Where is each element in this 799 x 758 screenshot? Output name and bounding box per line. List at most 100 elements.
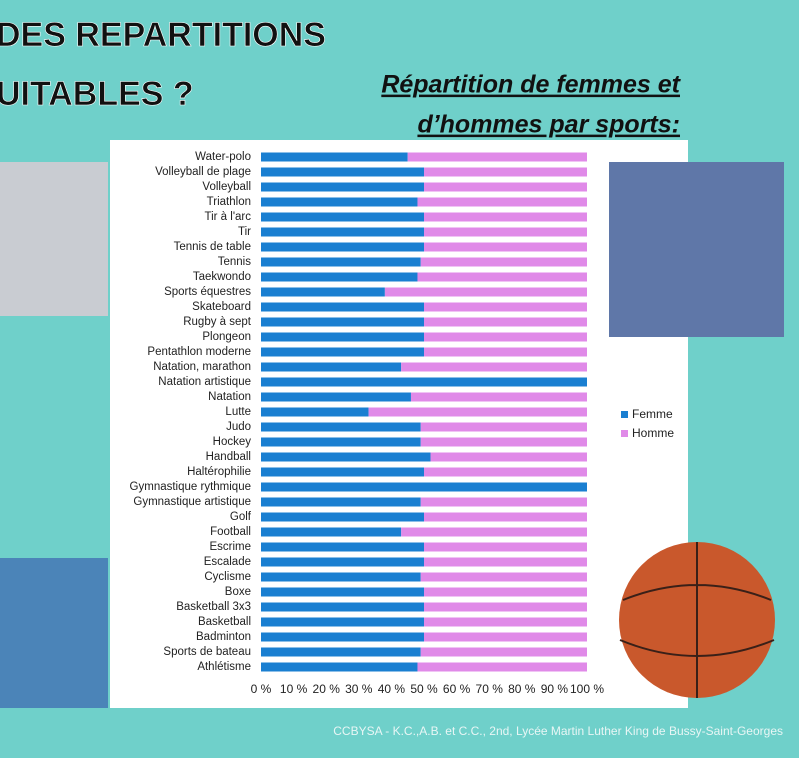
bar-segment [261, 167, 424, 177]
y-tick-label: Lutte [225, 406, 251, 418]
bar-segment [420, 257, 587, 267]
x-tick-label: 0 % [251, 682, 272, 696]
bar-segment [424, 302, 587, 312]
y-tick-label: Skateboard [192, 301, 251, 313]
bar-segment [424, 602, 587, 612]
bar-segment [424, 227, 587, 237]
bar-segment [261, 227, 424, 237]
bar-segment [430, 452, 587, 462]
bar-segment [261, 557, 424, 567]
bar-segment [424, 317, 587, 327]
bar-segment [401, 362, 587, 372]
bar-segment [424, 242, 587, 252]
bar-segment [424, 332, 587, 342]
bar-segment [407, 152, 587, 162]
bar-segment [417, 197, 587, 207]
y-tick-label: Basketball [198, 616, 251, 628]
y-tick-label: Tennis [218, 256, 251, 268]
x-tick-label: 60 % [443, 682, 471, 696]
basketball-lines [619, 542, 775, 698]
y-tick-label: Water-polo [195, 151, 251, 163]
bar-segment [261, 257, 421, 267]
bar-segment [424, 512, 587, 522]
bar-segment [261, 542, 424, 552]
y-tick-label: Sports de bateau [163, 646, 251, 658]
bar-segment [261, 347, 424, 357]
heading: DES REPARTITIONS [0, 16, 326, 54]
y-tick-label: Natation artistique [158, 376, 251, 388]
bar-segment [424, 182, 587, 192]
bar-segment [261, 662, 418, 672]
bar-segment [261, 452, 431, 462]
y-tick-label: Basketball 3x3 [176, 601, 251, 613]
y-tick-label: Athlétisme [197, 661, 251, 673]
bar-segment [261, 602, 424, 612]
legend-swatch [621, 430, 628, 437]
x-tick-label: 50 % [410, 682, 438, 696]
bar-segment [424, 587, 587, 597]
photo-climbing [0, 162, 108, 316]
bar-segment [417, 662, 587, 672]
y-tick-label: Tir [238, 226, 251, 238]
y-tick-label: Haltérophilie [187, 466, 251, 478]
y-tick-label: Volleyball de plage [155, 166, 251, 178]
y-tick-label: Pentathlon moderne [147, 346, 251, 358]
bar-segment [261, 332, 424, 342]
y-tick-label: Rugby à sept [183, 316, 252, 328]
y-tick-label: Natation [208, 391, 251, 403]
y-tick-label: Sports équestres [164, 286, 251, 298]
legend-label: Femme [632, 407, 673, 421]
bar-segment [261, 362, 402, 372]
bar-segment [261, 422, 421, 432]
bar-segment [261, 497, 421, 507]
bar-segment [410, 392, 587, 402]
bar-segment [261, 302, 424, 312]
bar-segment [261, 527, 402, 537]
bar-segment [261, 212, 424, 222]
bar-segment [261, 482, 587, 492]
y-tick-label: Boxe [225, 586, 251, 598]
photo-athletics [609, 162, 784, 337]
x-tick-label: 80 % [508, 682, 536, 696]
y-tick-label: Badminton [196, 631, 251, 643]
bar-segment [420, 647, 587, 657]
bar-segment [424, 557, 587, 567]
bar-segment [261, 272, 418, 282]
bar-segment [420, 497, 587, 507]
x-tick-label: 90 % [541, 682, 569, 696]
bar-segment [261, 632, 424, 642]
y-tick-label: Gymnastique artistique [133, 496, 251, 508]
y-tick-label: Golf [230, 511, 252, 523]
bar-segment [261, 182, 424, 192]
bar-segment [261, 392, 411, 402]
bar-segment [420, 437, 587, 447]
bar-segment [401, 527, 587, 537]
y-tick-label: Gymnastique rythmique [130, 481, 251, 493]
y-tick-label: Escrime [209, 541, 251, 553]
bar-segment [261, 587, 424, 597]
chart-title: Répartition de femmes et [381, 71, 681, 99]
bar-segment [261, 242, 424, 252]
y-tick-label: Handball [206, 451, 251, 463]
y-tick-label: Natation, marathon [153, 361, 251, 373]
bar-segment [368, 407, 587, 417]
y-tick-label: Hockey [213, 436, 252, 448]
bar-segment [261, 572, 421, 582]
bar-segment [424, 167, 587, 177]
x-tick-label: 30 % [345, 682, 373, 696]
bar-segment [417, 272, 587, 282]
y-tick-label: Taekwondo [193, 271, 251, 283]
x-tick-label: 10 % [280, 682, 308, 696]
bar-segment [424, 212, 587, 222]
bar-segment [261, 377, 587, 387]
bar-segment [261, 617, 424, 627]
bar-segment [424, 542, 587, 552]
bar-segment [384, 287, 587, 297]
y-tick-label: Plongeon [202, 331, 251, 343]
bar-segment [261, 152, 408, 162]
y-tick-label: Judo [226, 421, 251, 433]
x-tick-label: 100 % [570, 682, 604, 696]
y-tick-label: Cyclisme [204, 571, 251, 583]
bar-segment [424, 617, 587, 627]
credit: CCBYSA - K.C.,A.B. et C.C., 2nd, Lycée M… [333, 724, 783, 738]
